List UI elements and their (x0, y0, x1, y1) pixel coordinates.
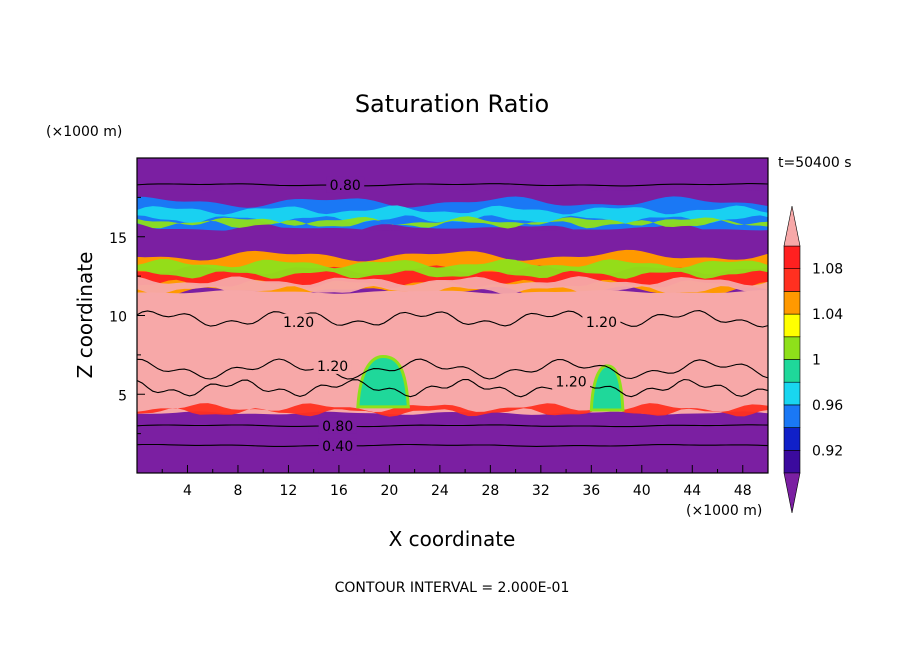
x-axis-title: X coordinate (389, 527, 516, 551)
x-tick-label: 40 (633, 483, 651, 499)
x-tick-label: 44 (683, 483, 701, 499)
colorbar-segment (783, 427, 801, 451)
x-tick-label: 32 (532, 483, 550, 499)
contour-label: 0.80 (322, 419, 353, 435)
contour-label-bg (318, 438, 357, 455)
x-tick-label: 8 (233, 483, 242, 499)
contour-label: 1.20 (283, 315, 314, 331)
x-tick-label: 20 (380, 483, 398, 499)
band-upper-dry-layer (137, 158, 768, 192)
x-unit-label: (×1000 m) (686, 503, 762, 519)
colorbar-tick-label: 1 (812, 353, 821, 369)
contour-label-bg (552, 373, 591, 390)
time-label: t=50400 s (778, 155, 852, 171)
band-detail (137, 205, 768, 224)
contour-label: 1.20 (317, 359, 348, 375)
contour-line-0.80-lower (137, 424, 768, 428)
contour-label-bg (279, 313, 318, 330)
y-unit-label: (×1000 m) (46, 124, 122, 140)
y-axis: 5 10 15 (109, 196, 145, 435)
x-tick-label: 12 (280, 483, 298, 499)
band-detail (137, 276, 768, 295)
contour-label: 0.80 (330, 178, 361, 194)
x-tick-label: 16 (330, 483, 348, 499)
colorbar-tick-label: 1.08 (812, 262, 843, 278)
colorbar-tick-label: 1.04 (812, 307, 843, 323)
colorbar-tick-label: 0.96 (812, 398, 843, 414)
x-tick-label: 28 (481, 483, 499, 499)
plot-area: 0.80 1.20 1.20 1.20 1.20 0.80 0.40 (137, 158, 768, 473)
contour-label: 1.20 (556, 375, 587, 391)
colorbar-segment (783, 268, 801, 292)
colorbar-segment (783, 404, 801, 428)
contour-line-1.20-lower (137, 378, 768, 398)
colorbar-segment (783, 245, 801, 270)
y-axis-title: Z coordinate (73, 252, 97, 379)
band-detail (137, 258, 768, 279)
contour-label-bg (582, 313, 621, 330)
colorbar-segment (783, 336, 801, 360)
colorbar-tick-label: 0.92 (812, 443, 843, 459)
band-boundary-dry-layer (137, 414, 768, 473)
y-tick-label: 15 (109, 231, 127, 247)
chart-title: Saturation Ratio (355, 90, 549, 118)
contour-label: 0.40 (322, 439, 353, 455)
x-tick-label: 24 (431, 483, 449, 499)
contour-line-0.40 (137, 443, 768, 447)
contour-label-bg (313, 357, 352, 374)
colorbar: 0.92 0.96 1 1.04 1.08 (783, 205, 843, 514)
x-tick-label: 36 (582, 483, 600, 499)
band-detail (137, 216, 768, 229)
colorbar-min-arrow (783, 472, 801, 514)
contour-line-1.20-upper (137, 310, 768, 328)
colorbar-max-arrow (783, 205, 801, 247)
contour-line-0.80-upper (137, 183, 768, 187)
contour-label-bg (326, 176, 365, 193)
colorbar-segment (783, 291, 801, 315)
band-detail (137, 403, 768, 417)
colorbar-segment (783, 313, 801, 338)
colorbar-segment (783, 449, 801, 474)
y-tick-label: 5 (118, 388, 127, 404)
band-supersaturated-layer (137, 290, 768, 415)
colorbar-segment (783, 359, 801, 383)
x-axis: 4 8 12 16 20 24 28 32 36 40 44 48 (161, 465, 752, 499)
contour-label: 1.20 (586, 315, 617, 331)
x-tick-label: 4 (183, 483, 192, 499)
colorbar-segment (783, 381, 801, 406)
y-tick-label: 10 (109, 310, 127, 326)
contour-line-1.20-middle (137, 358, 768, 380)
contour-label-bg (318, 417, 357, 434)
x-tick-label: 48 (734, 483, 752, 499)
contour-interval-footer: CONTOUR INTERVAL = 2.000E-01 (335, 580, 570, 596)
convective-cell (589, 364, 625, 412)
